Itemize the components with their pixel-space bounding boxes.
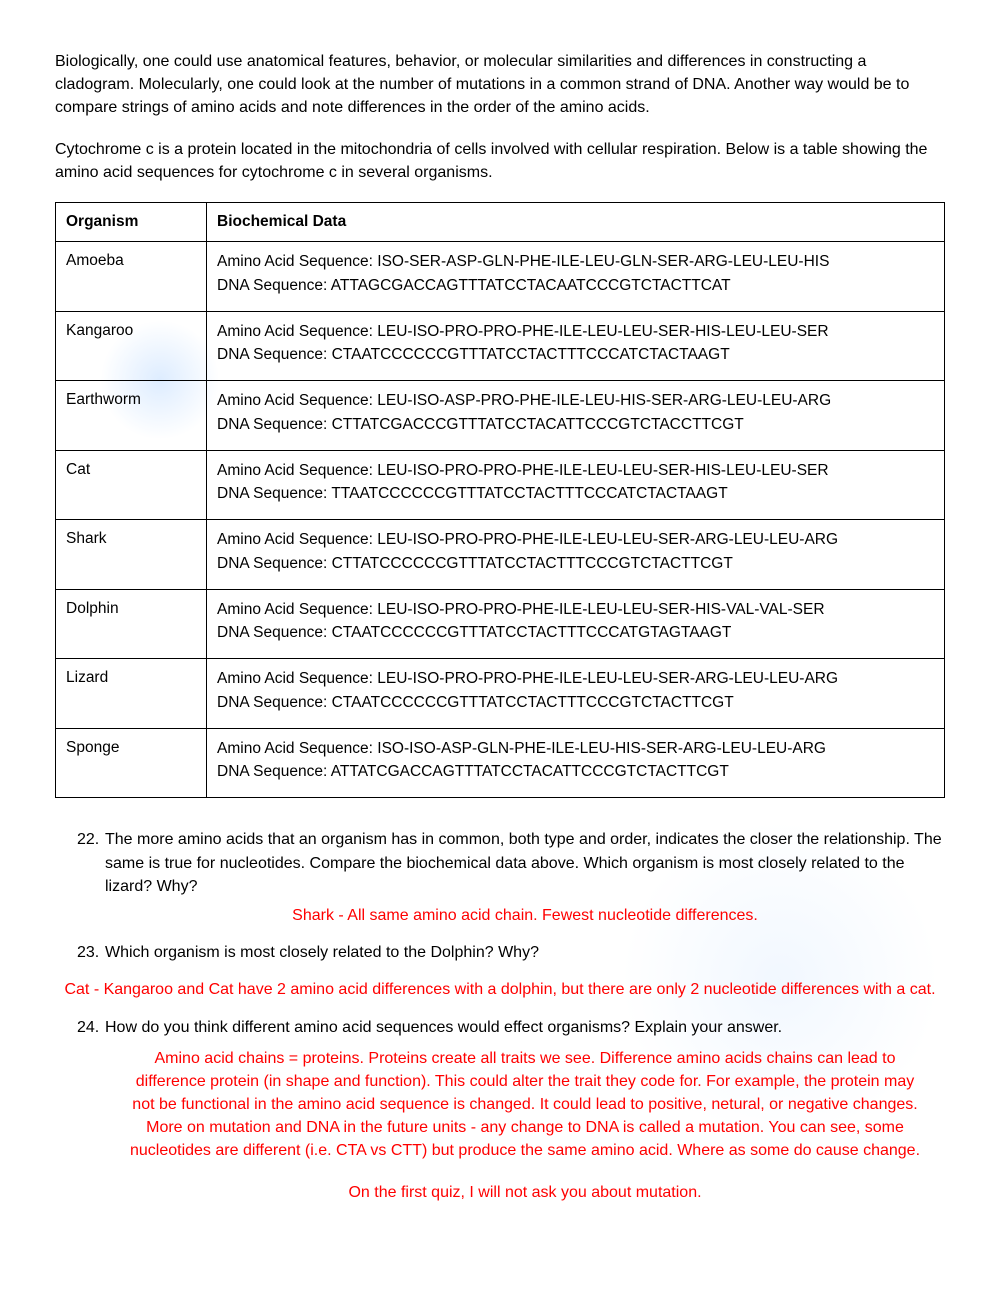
dna-sequence: DNA Sequence: TTAATCCCCCCGTTTATCCTACTTTC… xyxy=(217,482,934,505)
question-23: 23. Which organism is most closely relat… xyxy=(77,941,945,964)
data-cell: Amino Acid Sequence: LEU-ISO-ASP-PRO-PHE… xyxy=(207,381,945,451)
question-text: How do you think different amino acid se… xyxy=(105,1019,782,1036)
question-number: 24. xyxy=(77,1016,99,1039)
questions-list: 22. The more amino acids that an organis… xyxy=(55,828,945,964)
dna-sequence: DNA Sequence: ATTATCGACCAGTTTATCCTACATTC… xyxy=(217,760,934,783)
dna-sequence: DNA Sequence: CTTATCGACCCGTTTATCCTACATTC… xyxy=(217,413,934,436)
biochemical-data-table: Organism Biochemical Data Amoeba Amino Ac… xyxy=(55,202,945,798)
amino-acid-sequence: Amino Acid Sequence: LEU-ISO-ASP-PRO-PHE… xyxy=(217,389,934,412)
organism-cell: Dolphin xyxy=(56,589,207,659)
dna-sequence: DNA Sequence: CTAATCCCCCCGTTTATCCTACTTTC… xyxy=(217,621,934,644)
question-text: Which organism is most closely related t… xyxy=(105,944,539,961)
amino-acid-sequence: Amino Acid Sequence: LEU-ISO-PRO-PRO-PHE… xyxy=(217,598,934,621)
dna-sequence: DNA Sequence: CTAATCCCCCCGTTTATCCTACTTTC… xyxy=(217,691,934,714)
table-header-data: Biochemical Data xyxy=(207,202,945,241)
table-row: Shark Amino Acid Sequence: LEU-ISO-PRO-PR… xyxy=(56,520,945,590)
questions-list-cont: 24. How do you think different amino aci… xyxy=(55,1016,945,1204)
answer-22: Shark - All same amino acid chain. Fewes… xyxy=(105,904,945,927)
table-header-row: Organism Biochemical Data xyxy=(56,202,945,241)
dna-sequence: DNA Sequence: CTTATCCCCCCGTTTATCCTACTTTC… xyxy=(217,552,934,575)
question-24: 24. How do you think different amino aci… xyxy=(77,1016,945,1204)
table-row: Cat Amino Acid Sequence: LEU-ISO-PRO-PRO-… xyxy=(56,450,945,520)
amino-acid-sequence: Amino Acid Sequence: LEU-ISO-PRO-PRO-PHE… xyxy=(217,320,934,343)
data-cell: Amino Acid Sequence: ISO-ISO-ASP-GLN-PHE… xyxy=(207,728,945,798)
organism-cell: Amoeba xyxy=(56,242,207,312)
table-body: Amoeba Amino Acid Sequence: ISO-SER-ASP-G… xyxy=(56,242,945,798)
amino-acid-sequence: Amino Acid Sequence: LEU-ISO-PRO-PRO-PHE… xyxy=(217,667,934,690)
table-row: Earthworm Amino Acid Sequence: LEU-ISO-AS… xyxy=(56,381,945,451)
question-number: 22. xyxy=(77,828,99,851)
intro-paragraph-2: Cytochrome c is a protein located in the… xyxy=(55,138,945,184)
dna-sequence: DNA Sequence: CTAATCCCCCCGTTTATCCTACTTTC… xyxy=(217,343,934,366)
data-cell: Amino Acid Sequence: LEU-ISO-PRO-PRO-PHE… xyxy=(207,659,945,729)
data-cell: Amino Acid Sequence: LEU-ISO-PRO-PRO-PHE… xyxy=(207,520,945,590)
table-row: Lizard Amino Acid Sequence: LEU-ISO-PRO-P… xyxy=(56,659,945,729)
answer-24-p2: On the first quiz, I will not ask you ab… xyxy=(105,1181,945,1204)
intro-paragraph-1: Biologically, one could use anatomical f… xyxy=(55,50,945,120)
amino-acid-sequence: Amino Acid Sequence: ISO-ISO-ASP-GLN-PHE… xyxy=(217,737,934,760)
answer-24-p1: Amino acid chains = proteins. Proteins c… xyxy=(105,1047,945,1163)
question-text: The more amino acids that an organism ha… xyxy=(105,831,942,894)
table-row: Dolphin Amino Acid Sequence: LEU-ISO-PRO-… xyxy=(56,589,945,659)
organism-cell: Lizard xyxy=(56,659,207,729)
data-cell: Amino Acid Sequence: ISO-SER-ASP-GLN-PHE… xyxy=(207,242,945,312)
amino-acid-sequence: Amino Acid Sequence: ISO-SER-ASP-GLN-PHE… xyxy=(217,250,934,273)
organism-cell: Kangaroo xyxy=(56,311,207,381)
data-cell: Amino Acid Sequence: LEU-ISO-PRO-PRO-PHE… xyxy=(207,311,945,381)
dna-sequence: DNA Sequence: ATTAGCGACCAGTTTATCCTACAATC… xyxy=(217,274,934,297)
amino-acid-sequence: Amino Acid Sequence: LEU-ISO-PRO-PRO-PHE… xyxy=(217,528,934,551)
table-row: Sponge Amino Acid Sequence: ISO-ISO-ASP-G… xyxy=(56,728,945,798)
table-header-organism: Organism xyxy=(56,202,207,241)
question-22: 22. The more amino acids that an organis… xyxy=(77,828,945,927)
data-cell: Amino Acid Sequence: LEU-ISO-PRO-PRO-PHE… xyxy=(207,589,945,659)
table-row: Kangaroo Amino Acid Sequence: LEU-ISO-PRO… xyxy=(56,311,945,381)
data-cell: Amino Acid Sequence: LEU-ISO-PRO-PRO-PHE… xyxy=(207,450,945,520)
amino-acid-sequence: Amino Acid Sequence: LEU-ISO-PRO-PRO-PHE… xyxy=(217,459,934,482)
organism-cell: Cat xyxy=(56,450,207,520)
table-row: Amoeba Amino Acid Sequence: ISO-SER-ASP-G… xyxy=(56,242,945,312)
organism-cell: Earthworm xyxy=(56,381,207,451)
question-number: 23. xyxy=(77,941,99,964)
answer-23: Cat - Kangaroo and Cat have 2 amino acid… xyxy=(55,978,945,1001)
organism-cell: Shark xyxy=(56,520,207,590)
organism-cell: Sponge xyxy=(56,728,207,798)
